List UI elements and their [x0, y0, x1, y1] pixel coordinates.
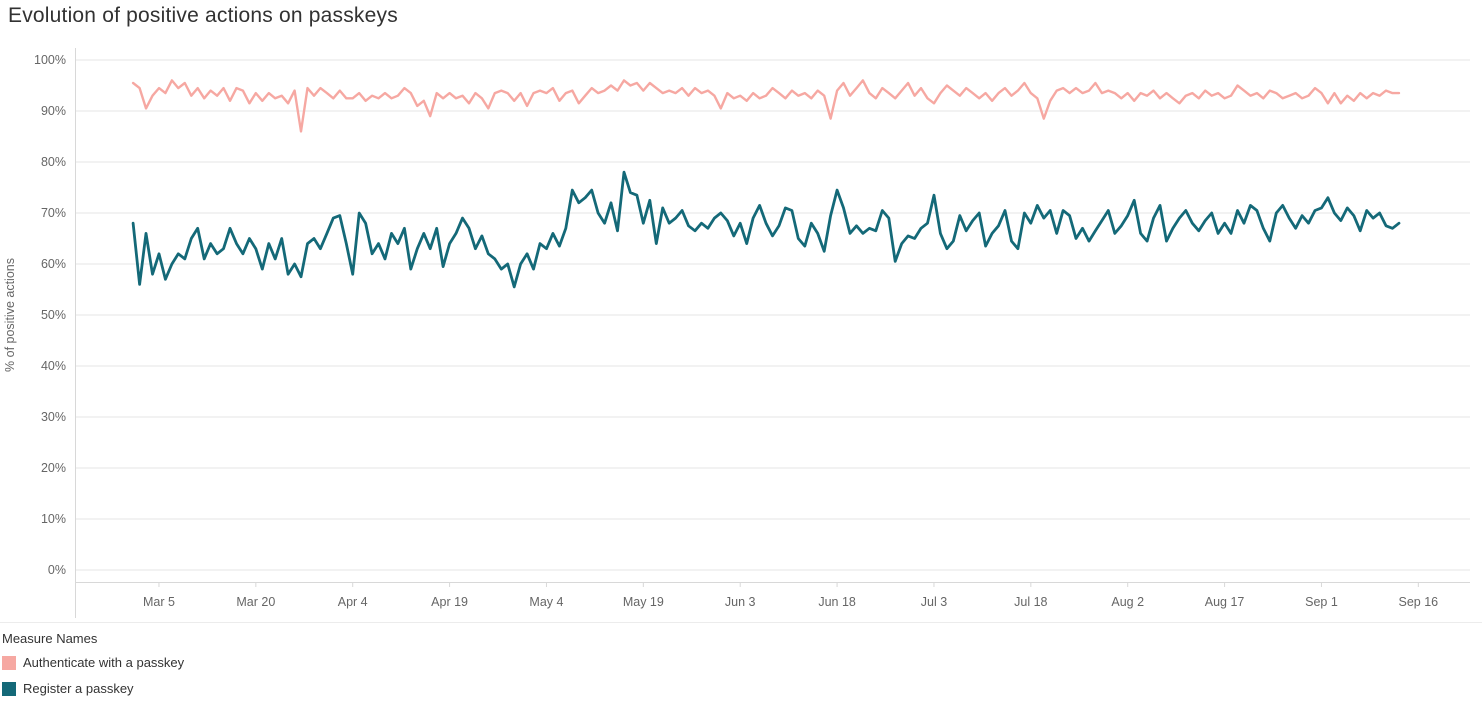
- legend-swatch-icon[interactable]: [2, 681, 16, 696]
- x-tick-label: Mar 5: [143, 595, 175, 609]
- x-tick-label: Aug 2: [1111, 595, 1144, 609]
- y-tick-label: 40%: [41, 359, 66, 373]
- y-axis-title: % of positive actions: [3, 258, 17, 372]
- x-tick-label: Jul 3: [921, 595, 947, 609]
- y-tick-label: 70%: [41, 206, 66, 220]
- y-tick-label: 30%: [41, 410, 66, 424]
- x-tick-label: Aug 17: [1205, 595, 1245, 609]
- x-tick-label: Apr 4: [338, 595, 368, 609]
- y-tick-label: 90%: [41, 104, 66, 118]
- x-tick-label: Mar 20: [236, 595, 275, 609]
- x-tick-label: Sep 1: [1305, 595, 1338, 609]
- series-line-register-a-passkey[interactable]: [131, 170, 1401, 289]
- x-tick-label: May 19: [623, 595, 664, 609]
- x-tick-label: May 4: [529, 595, 563, 609]
- y-tick-label: 100%: [34, 53, 66, 67]
- series-line-authenticate-with-a-passkey[interactable]: [131, 79, 1401, 133]
- x-tick-label: Apr 19: [431, 595, 468, 609]
- legend-title: Measure Names: [2, 631, 98, 646]
- legend-label: Register a passkey: [23, 681, 134, 696]
- y-tick-label: 50%: [41, 308, 66, 322]
- legend-label: Authenticate with a passkey: [23, 655, 185, 670]
- legend-item-register-a-passkey[interactable]: Register a passkey: [2, 681, 184, 696]
- line-chart[interactable]: 0% 10% 20% 30% 40% 50% 60% 70% 80% 90% 100% Mar 5 Ma…: [0, 0, 1482, 628]
- x-tick-label: Jun 18: [818, 595, 856, 609]
- y-tick-label: 0%: [48, 563, 66, 577]
- legend-swatch-icon[interactable]: [2, 655, 16, 670]
- y-tick-label: 10%: [41, 512, 66, 526]
- y-tick-label: 60%: [41, 257, 66, 271]
- y-tick-label: 80%: [41, 155, 66, 169]
- x-tick-label: Jul 18: [1014, 595, 1047, 609]
- legend-item-authenticate-with-a-passkey[interactable]: Authenticate with a passkey: [2, 655, 184, 670]
- x-tick-label: Jun 3: [725, 595, 756, 609]
- y-tick-label: 20%: [41, 461, 66, 475]
- chart-title: Evolution of positive actions on passkey…: [8, 4, 398, 27]
- legend-items: Authenticate with a passkey Register a pa…: [2, 655, 184, 696]
- legend: Measure Names Authenticate with a passke…: [2, 631, 184, 707]
- x-tick-label: Sep 16: [1399, 595, 1439, 609]
